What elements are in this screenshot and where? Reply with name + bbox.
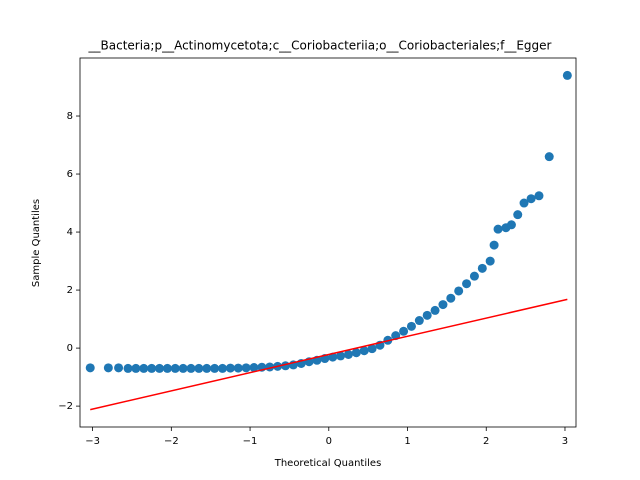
point	[147, 363, 157, 373]
point	[544, 152, 554, 162]
x-tick-label: −2	[164, 436, 179, 447]
chart-title: __Bacteria;p__Actinomycetota;c__Coriobac…	[88, 39, 552, 53]
point	[139, 363, 149, 373]
point	[489, 240, 499, 250]
point	[519, 198, 529, 208]
y-tick-label: 2	[67, 285, 73, 296]
point	[241, 363, 251, 373]
fit-line	[90, 298, 568, 411]
point	[367, 344, 377, 354]
point	[162, 363, 172, 373]
point	[414, 316, 424, 326]
point	[210, 363, 220, 373]
point	[202, 363, 212, 373]
y-tick-label: 6	[67, 169, 73, 180]
point	[178, 363, 188, 373]
x-tick-label: −3	[85, 436, 100, 447]
point	[85, 363, 95, 373]
point	[103, 363, 113, 373]
point	[485, 256, 495, 266]
point	[336, 351, 346, 361]
point	[249, 363, 259, 373]
x-tick-label: 2	[483, 436, 489, 447]
point	[170, 363, 180, 373]
point	[469, 271, 479, 281]
y-tick-label: 0	[67, 343, 73, 354]
x-tick-label: 0	[326, 436, 332, 447]
point	[534, 191, 544, 201]
y-tick-label: 4	[67, 227, 73, 238]
y-axis-label: Sample Quantiles	[31, 199, 42, 287]
point	[438, 300, 448, 310]
x-axis-label: Theoretical Quantiles	[274, 458, 382, 469]
y-tick-label: 8	[67, 111, 73, 122]
x-tick-label: 3	[562, 436, 568, 447]
point	[233, 363, 243, 373]
point	[430, 305, 440, 315]
point	[186, 363, 196, 373]
x-tick-label: −1	[243, 436, 258, 447]
point	[422, 310, 432, 320]
x-tick-label: 1	[404, 436, 410, 447]
point	[123, 363, 133, 373]
point	[218, 363, 228, 373]
point	[406, 321, 416, 331]
point	[493, 224, 503, 234]
y-tick-label: −2	[58, 401, 73, 412]
point	[343, 349, 353, 359]
point	[194, 363, 204, 373]
point	[454, 286, 464, 296]
point	[446, 293, 456, 303]
point	[462, 279, 472, 289]
point	[131, 363, 141, 373]
point	[225, 363, 235, 373]
point	[351, 348, 361, 358]
point	[506, 220, 516, 230]
point	[399, 326, 409, 336]
point	[155, 363, 165, 373]
point	[526, 194, 536, 204]
plot-frame	[79, 57, 577, 428]
point	[114, 363, 124, 373]
point	[359, 346, 369, 356]
point	[477, 263, 487, 273]
point	[513, 210, 523, 220]
point	[562, 70, 572, 80]
